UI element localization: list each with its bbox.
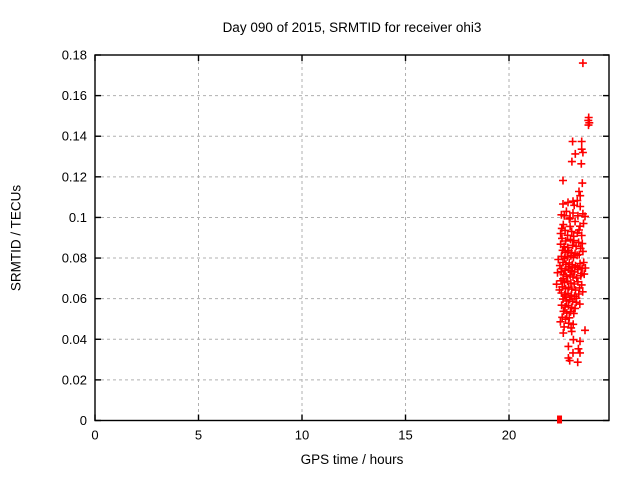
x-tick-label: 0 (91, 428, 98, 443)
y-tick-label: 0.16 (62, 88, 87, 103)
x-tick-label: 5 (195, 428, 202, 443)
x-tick-label: 20 (502, 428, 516, 443)
x-axis-label: GPS time / hours (300, 452, 404, 467)
y-tick-label: 0.02 (62, 372, 87, 387)
y-tick-label: 0.04 (62, 332, 87, 347)
chart-title: Day 090 of 2015, SRMTID for receiver ohi… (222, 20, 482, 35)
y-tick-label: 0 (80, 413, 87, 428)
y-axis-label: SRMTID / TECUs (8, 184, 24, 292)
y-tick-label: 0.1 (69, 210, 87, 225)
x-tick-label: 10 (295, 428, 309, 443)
plot-border (94, 54, 610, 422)
y-tick-label: 0.06 (62, 291, 87, 306)
data-points (552, 59, 594, 367)
y-tick-label: 0.08 (62, 251, 87, 266)
y-tick-label: 0.18 (62, 48, 87, 63)
y-tick-label: 0.14 (62, 129, 87, 144)
x-tick-label: 15 (398, 428, 412, 443)
zero-data-point (557, 415, 563, 424)
y-tick-label: 0.12 (62, 169, 87, 184)
